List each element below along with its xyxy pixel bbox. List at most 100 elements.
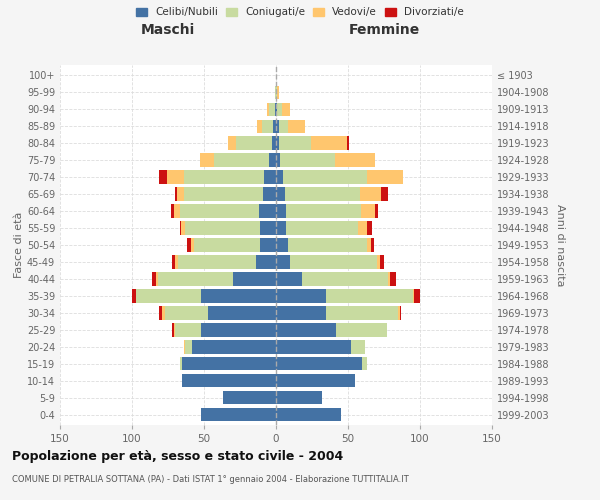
Bar — [276, 340, 351, 353]
Bar — [282, 102, 290, 116]
Bar — [277, 86, 279, 99]
Bar — [280, 154, 335, 166]
Bar — [174, 324, 175, 336]
Bar — [362, 357, 367, 370]
Bar — [275, 102, 276, 116]
Bar — [179, 222, 181, 234]
Bar — [182, 357, 276, 370]
Bar — [172, 324, 174, 336]
Legend: Celibi/Nubili, Coniugati/e, Vedovi/e, Divorziati/e: Celibi/Nubili, Coniugati/e, Vedovi/e, Di… — [134, 5, 466, 20]
Bar — [184, 188, 263, 200]
Bar — [359, 188, 381, 200]
Bar — [286, 204, 361, 218]
Bar — [182, 374, 276, 388]
Bar — [175, 256, 178, 268]
Bar — [351, 340, 365, 353]
Bar — [194, 238, 260, 252]
Bar — [223, 391, 276, 404]
Bar — [287, 120, 305, 133]
Bar — [191, 238, 194, 252]
Bar — [413, 290, 414, 302]
Bar — [414, 290, 420, 302]
Bar — [272, 136, 276, 149]
Bar — [276, 357, 362, 370]
Bar — [326, 306, 398, 320]
Bar — [276, 102, 277, 116]
Bar — [337, 324, 387, 336]
Bar — [158, 272, 233, 285]
Text: Femmine: Femmine — [349, 24, 419, 38]
Bar — [283, 170, 367, 183]
Bar — [335, 154, 376, 166]
Bar — [229, 136, 236, 149]
Text: Popolazione per età, sesso e stato civile - 2004: Popolazione per età, sesso e stato civil… — [12, 450, 343, 463]
Bar — [275, 86, 276, 99]
Bar — [187, 238, 191, 252]
Bar — [256, 256, 276, 268]
Bar — [165, 306, 208, 320]
Bar — [284, 188, 359, 200]
Bar — [193, 340, 276, 353]
Bar — [178, 256, 256, 268]
Bar — [276, 188, 284, 200]
Bar — [380, 256, 384, 268]
Bar — [371, 238, 374, 252]
Bar — [326, 290, 413, 302]
Bar — [262, 120, 273, 133]
Bar — [268, 102, 269, 116]
Bar — [276, 238, 287, 252]
Bar — [276, 408, 341, 422]
Bar — [263, 188, 276, 200]
Bar — [276, 256, 290, 268]
Bar — [381, 188, 388, 200]
Y-axis label: Fasce di età: Fasce di età — [14, 212, 24, 278]
Bar — [172, 256, 175, 268]
Bar — [286, 222, 358, 234]
Bar — [276, 306, 326, 320]
Bar — [171, 204, 174, 218]
Bar — [160, 306, 162, 320]
Bar — [377, 256, 380, 268]
Bar — [276, 154, 280, 166]
Bar — [347, 136, 349, 149]
Bar — [233, 272, 276, 285]
Bar — [290, 256, 377, 268]
Bar — [376, 204, 378, 218]
Bar — [185, 222, 260, 234]
Bar — [179, 357, 182, 370]
Bar — [276, 374, 355, 388]
Bar — [184, 170, 265, 183]
Bar — [276, 272, 302, 285]
Y-axis label: Anni di nascita: Anni di nascita — [555, 204, 565, 286]
Bar — [160, 170, 167, 183]
Bar — [273, 120, 276, 133]
Bar — [276, 136, 279, 149]
Bar — [358, 222, 367, 234]
Bar — [276, 120, 279, 133]
Bar — [184, 340, 185, 353]
Bar — [201, 408, 276, 422]
Bar — [201, 324, 276, 336]
Text: COMUNE DI PETRALIA SOTTANA (PA) - Dati ISTAT 1° gennaio 2004 - Elaborazione TUTT: COMUNE DI PETRALIA SOTTANA (PA) - Dati I… — [12, 475, 409, 484]
Bar — [276, 170, 283, 183]
Bar — [167, 170, 184, 183]
Bar — [174, 204, 179, 218]
Bar — [388, 272, 390, 285]
Bar — [276, 204, 286, 218]
Bar — [400, 306, 401, 320]
Bar — [208, 306, 276, 320]
Bar — [367, 170, 403, 183]
Bar — [179, 204, 259, 218]
Bar — [367, 238, 371, 252]
Bar — [260, 238, 276, 252]
Bar — [162, 306, 165, 320]
Bar — [152, 272, 157, 285]
Bar — [136, 290, 201, 302]
Bar — [276, 391, 322, 404]
Bar — [311, 136, 347, 149]
Bar — [201, 290, 276, 302]
Bar — [132, 290, 136, 302]
Bar — [302, 272, 388, 285]
Text: Maschi: Maschi — [141, 24, 195, 38]
Bar — [276, 222, 286, 234]
